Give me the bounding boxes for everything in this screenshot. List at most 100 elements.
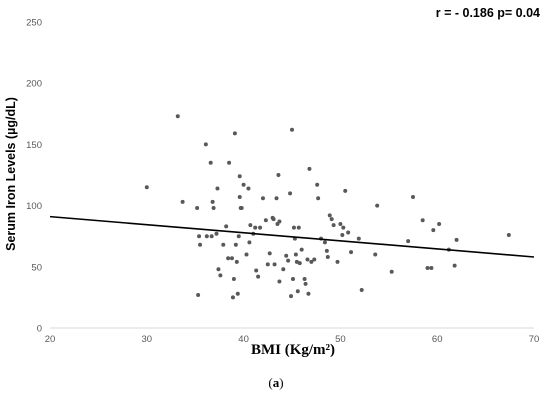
y-tick-label: 200 <box>26 79 42 90</box>
data-point <box>237 174 242 179</box>
data-point <box>210 199 215 204</box>
data-point <box>281 267 286 272</box>
data-point <box>204 234 209 239</box>
data-point <box>244 252 249 257</box>
data-point <box>307 166 312 171</box>
trend-line <box>49 215 535 258</box>
data-point <box>329 217 334 222</box>
data-point <box>406 239 411 244</box>
data-point <box>256 274 261 279</box>
x-tick-label: 30 <box>142 334 153 345</box>
data-point <box>290 277 295 282</box>
y-tick-label: 50 <box>31 262 42 273</box>
data-point <box>267 251 272 256</box>
x-tick-label: 20 <box>45 334 56 345</box>
data-point <box>306 291 311 296</box>
data-point <box>231 277 236 282</box>
data-point <box>226 256 231 261</box>
data-point <box>237 195 242 200</box>
data-point <box>349 250 354 255</box>
data-points <box>144 114 511 300</box>
data-point <box>230 295 235 300</box>
data-point <box>263 218 268 223</box>
data-point <box>286 258 291 263</box>
data-point <box>254 268 259 273</box>
data-point <box>293 252 298 257</box>
data-point <box>303 281 308 286</box>
data-point <box>277 279 282 284</box>
data-point <box>232 131 237 136</box>
data-point <box>305 257 310 262</box>
data-point <box>241 182 246 187</box>
data-point <box>309 259 314 264</box>
data-point <box>271 217 276 222</box>
data-point <box>198 242 203 247</box>
data-point <box>452 263 457 268</box>
x-axis: 20 30 40 50 60 70 <box>45 327 540 345</box>
y-tick-label: 100 <box>26 201 42 212</box>
data-point <box>296 225 301 230</box>
data-point <box>265 262 270 267</box>
data-point <box>389 269 394 274</box>
data-point <box>335 259 340 264</box>
y-tick-label: 250 <box>26 18 42 29</box>
data-point <box>359 288 364 293</box>
data-point <box>224 224 229 229</box>
y-tick-labels: 0 50 100 150 200 250 <box>26 18 42 335</box>
data-point <box>277 219 282 224</box>
data-point <box>180 199 185 204</box>
data-point <box>437 221 442 226</box>
data-point <box>297 261 302 266</box>
data-point <box>253 225 258 230</box>
data-point <box>233 242 238 247</box>
data-point <box>327 213 332 218</box>
data-point <box>454 237 459 242</box>
x-tick-label: 70 <box>529 334 540 345</box>
x-tick-labels: 20 30 40 50 60 70 <box>45 334 540 345</box>
data-point <box>506 232 511 237</box>
data-point <box>196 292 201 297</box>
data-point <box>195 206 200 211</box>
caption-close: ) <box>279 375 283 390</box>
data-point <box>420 218 425 223</box>
data-point <box>375 203 380 208</box>
data-point <box>302 277 307 282</box>
data-point <box>208 160 213 165</box>
data-point <box>431 228 436 233</box>
data-point <box>322 240 327 245</box>
data-point <box>284 253 289 258</box>
data-point <box>325 255 330 260</box>
data-point <box>272 262 277 267</box>
data-point <box>324 248 329 253</box>
data-point <box>144 185 149 190</box>
data-point <box>425 266 430 271</box>
data-point <box>235 291 240 296</box>
data-point <box>411 195 415 200</box>
data-point <box>229 256 234 261</box>
data-point <box>203 142 208 147</box>
data-point <box>299 247 304 252</box>
data-point <box>312 257 317 262</box>
data-point <box>373 252 378 257</box>
data-point <box>346 230 351 235</box>
data-point <box>331 223 336 228</box>
data-point <box>234 259 239 264</box>
data-point <box>356 236 361 241</box>
data-point <box>343 188 348 193</box>
data-point <box>290 127 294 132</box>
caption-letter: a <box>273 375 280 390</box>
data-point <box>429 266 434 271</box>
data-point <box>288 191 293 196</box>
data-point <box>341 225 346 230</box>
data-point <box>248 223 253 228</box>
data-point <box>215 186 220 191</box>
x-tick-label: 50 <box>335 334 346 345</box>
data-point <box>338 221 343 226</box>
data-point <box>209 234 214 239</box>
data-point <box>258 225 263 230</box>
data-point <box>247 240 252 245</box>
correlation-annotation: r = - 0.186 p= 0.04 <box>436 6 540 20</box>
data-point <box>227 160 232 165</box>
data-point <box>246 186 251 191</box>
data-point <box>221 242 226 247</box>
